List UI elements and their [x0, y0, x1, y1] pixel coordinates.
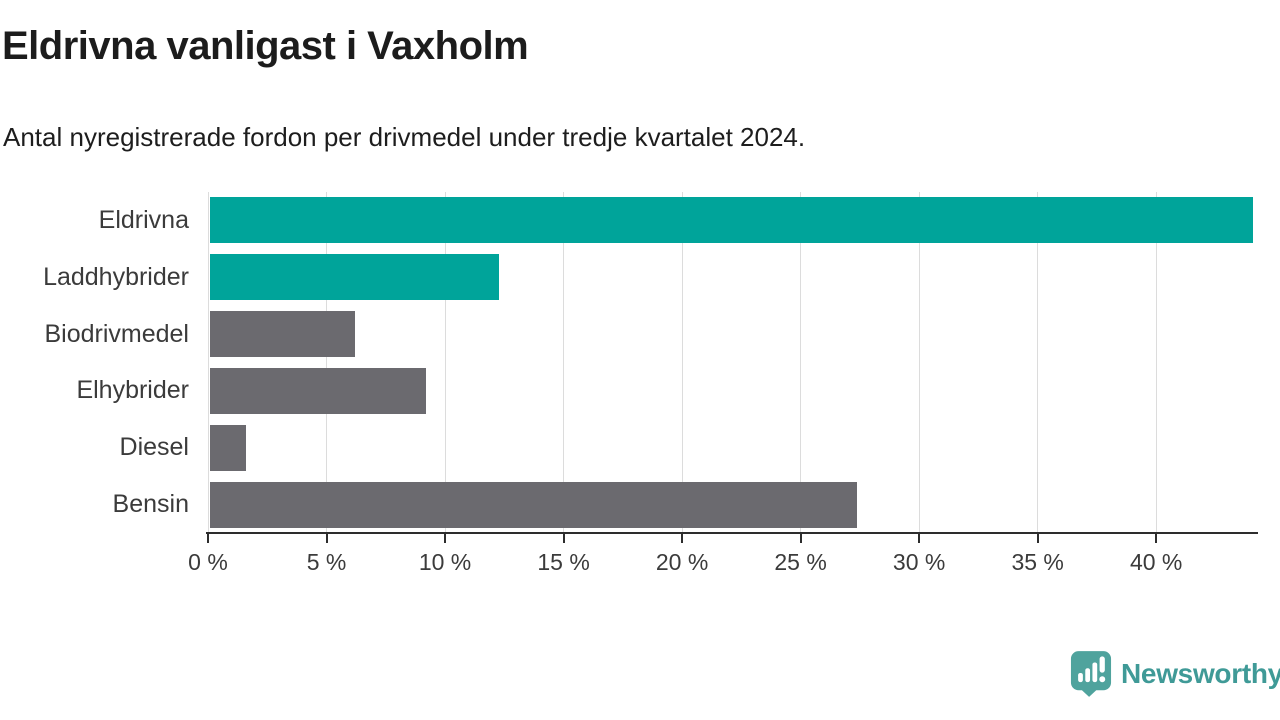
tick-mark-15 [562, 534, 565, 543]
chart-title: Eldrivna vanligast i Vaxholm [2, 24, 529, 68]
bar-eldrivna [210, 197, 1253, 244]
category-label-biodrivmedel: Biodrivmedel [44, 319, 189, 348]
bar-biodrivmedel [210, 311, 355, 358]
tick-mark-0 [207, 534, 209, 543]
brand-name: Newsworthy [1121, 658, 1280, 689]
x-axis: 0 % 5 % 10 % 15 % 20 % 25 % 30 % 35 % 40 % [188, 532, 1251, 582]
gridline-40 [1155, 192, 1157, 533]
tick-mark-30 [918, 534, 921, 543]
tick-mark-35 [1036, 534, 1039, 543]
gridline-25 [800, 192, 802, 533]
x-axis-line [206, 532, 1258, 534]
plot-area [207, 192, 1253, 533]
bar-elhybrider [210, 367, 426, 414]
bar-bensin [210, 481, 858, 528]
tick-label-5: 5 % [306, 549, 347, 575]
speech-bubble-bar-chart-icon [1070, 651, 1112, 697]
category-label-laddhybrider: Laddhybrider [43, 262, 189, 291]
gridline-15 [563, 192, 565, 533]
tick-mark-5 [325, 534, 328, 543]
category-label-diesel: Diesel [119, 433, 189, 462]
category-labels: Eldrivna Laddhybrider Biodrivmedel Elhybrid… [0, 192, 189, 533]
bar-diesel [210, 424, 246, 471]
gridline-20 [681, 192, 683, 533]
category-label-elhybrider: Elhybrider [76, 376, 189, 405]
gridline-30 [918, 192, 920, 533]
tick-label-15: 15 % [537, 549, 590, 575]
tick-mark-25 [799, 534, 802, 543]
tick-label-30: 30 % [892, 549, 946, 575]
chart-subtitle: Antal nyregistrerade fordon per drivmede… [3, 122, 806, 152]
tick-label-35: 35 % [1011, 549, 1064, 575]
bar-laddhybrider [210, 254, 500, 301]
newsworthy-logo: Newsworthy [1070, 649, 1280, 699]
category-label-eldrivna: Eldrivna [98, 205, 189, 234]
tick-mark-40 [1155, 534, 1158, 543]
gridline-10 [444, 192, 446, 533]
tick-label-10: 10 % [418, 549, 472, 575]
gridline-5 [326, 192, 328, 533]
gridline-35 [1037, 192, 1039, 533]
tick-mark-10 [444, 534, 447, 543]
tick-label-0: 0 % [188, 549, 228, 575]
tick-label-40: 40 % [1129, 549, 1183, 575]
category-label-bensin: Bensin [112, 490, 189, 519]
tick-label-25: 25 % [774, 549, 827, 575]
gridline-0 [207, 192, 209, 533]
tick-mark-20 [681, 534, 684, 543]
tick-label-20: 20 % [655, 549, 709, 575]
